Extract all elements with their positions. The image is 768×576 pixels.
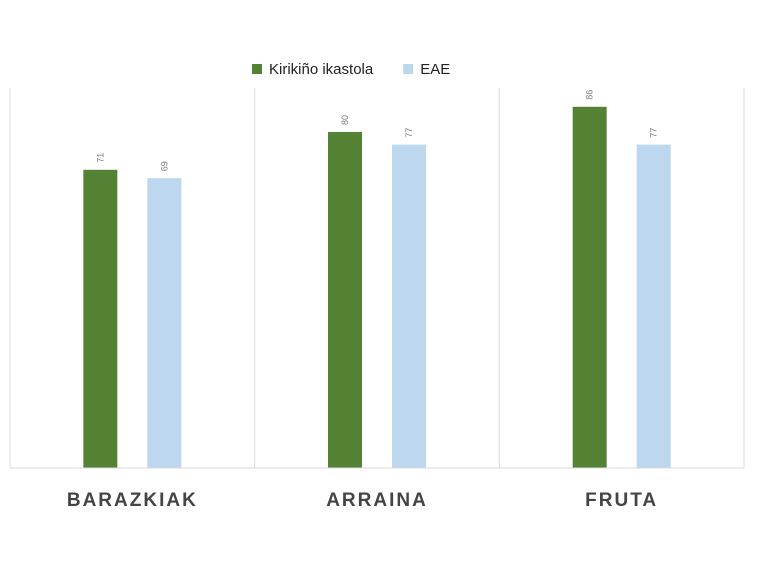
legend-swatch [403, 64, 414, 74]
legend: Kirikiño ikastola EAE [252, 61, 450, 78]
category-label: FRUTA [585, 490, 658, 511]
bar-arraina-series-1 [328, 132, 362, 468]
bar-arraina-series-2 [392, 144, 426, 468]
bar-fruta-series-1 [572, 106, 607, 469]
legend-label: EAE [420, 61, 450, 78]
value-labels-group: 71 69 80 77 86 77 [95, 90, 658, 171]
category-label: ARRAINA [326, 490, 428, 511]
bar-fruta-series-2 [636, 144, 671, 468]
category-labels-group: BARAZKIAK ARRAINA FRUTA [67, 490, 658, 511]
legend-swatch [252, 64, 262, 74]
legend-label: Kirikiño ikastola [269, 61, 374, 78]
bar-barazkiak-series-1 [83, 169, 118, 469]
value-label: 86 [585, 90, 595, 100]
bar-barazkiak-series-2 [147, 178, 182, 468]
value-label: 77 [404, 128, 414, 138]
category-label: BARAZKIAK [67, 490, 198, 511]
bars-group [83, 106, 671, 469]
category-separators [9, 88, 745, 468]
value-label: 80 [340, 115, 350, 125]
value-label: 71 [95, 153, 105, 163]
value-label: 69 [159, 161, 169, 171]
value-label: 77 [649, 128, 659, 138]
